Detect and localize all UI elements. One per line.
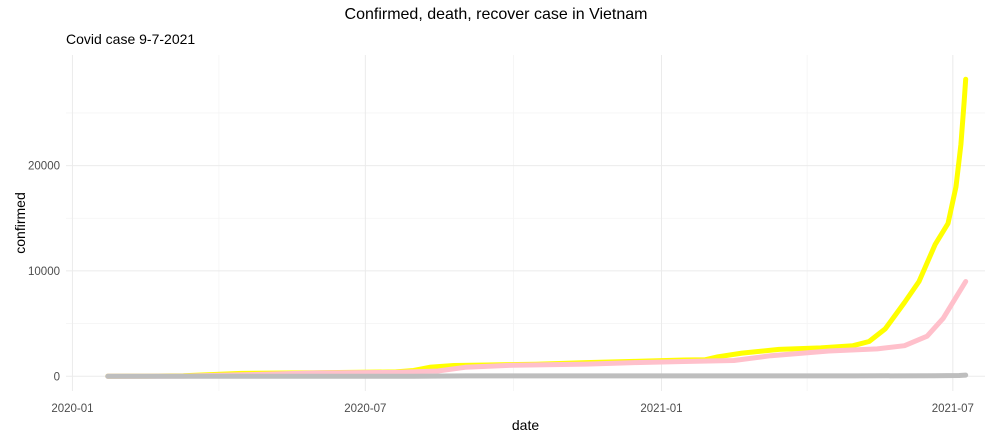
series-line-2 — [105, 372, 969, 379]
series-line-0 — [105, 76, 969, 379]
y-tick-label: 20000 — [28, 161, 60, 173]
series-layer — [105, 76, 969, 379]
x-tick-label: 2020-01 — [51, 403, 93, 415]
y-axis-title: confirmed — [12, 192, 28, 253]
grid-layer — [66, 55, 985, 391]
y-tick-label: 0 — [54, 371, 60, 383]
x-tick-label: 2021-07 — [932, 403, 974, 415]
chart-title: Confirmed, death, recover case in Vietna… — [344, 6, 648, 23]
x-tick-label: 2020-07 — [344, 403, 386, 415]
chart-subtitle: Covid case 9-7-2021 — [66, 31, 196, 47]
x-axis-title: date — [512, 417, 539, 433]
tick-layer: 2020-01 2020-07 2021-01 2021-07 0 10000 20000 — [28, 161, 974, 415]
x-tick-label: 2021-01 — [640, 403, 682, 415]
y-tick-label: 10000 — [28, 266, 60, 278]
series-line-1 — [105, 279, 969, 379]
